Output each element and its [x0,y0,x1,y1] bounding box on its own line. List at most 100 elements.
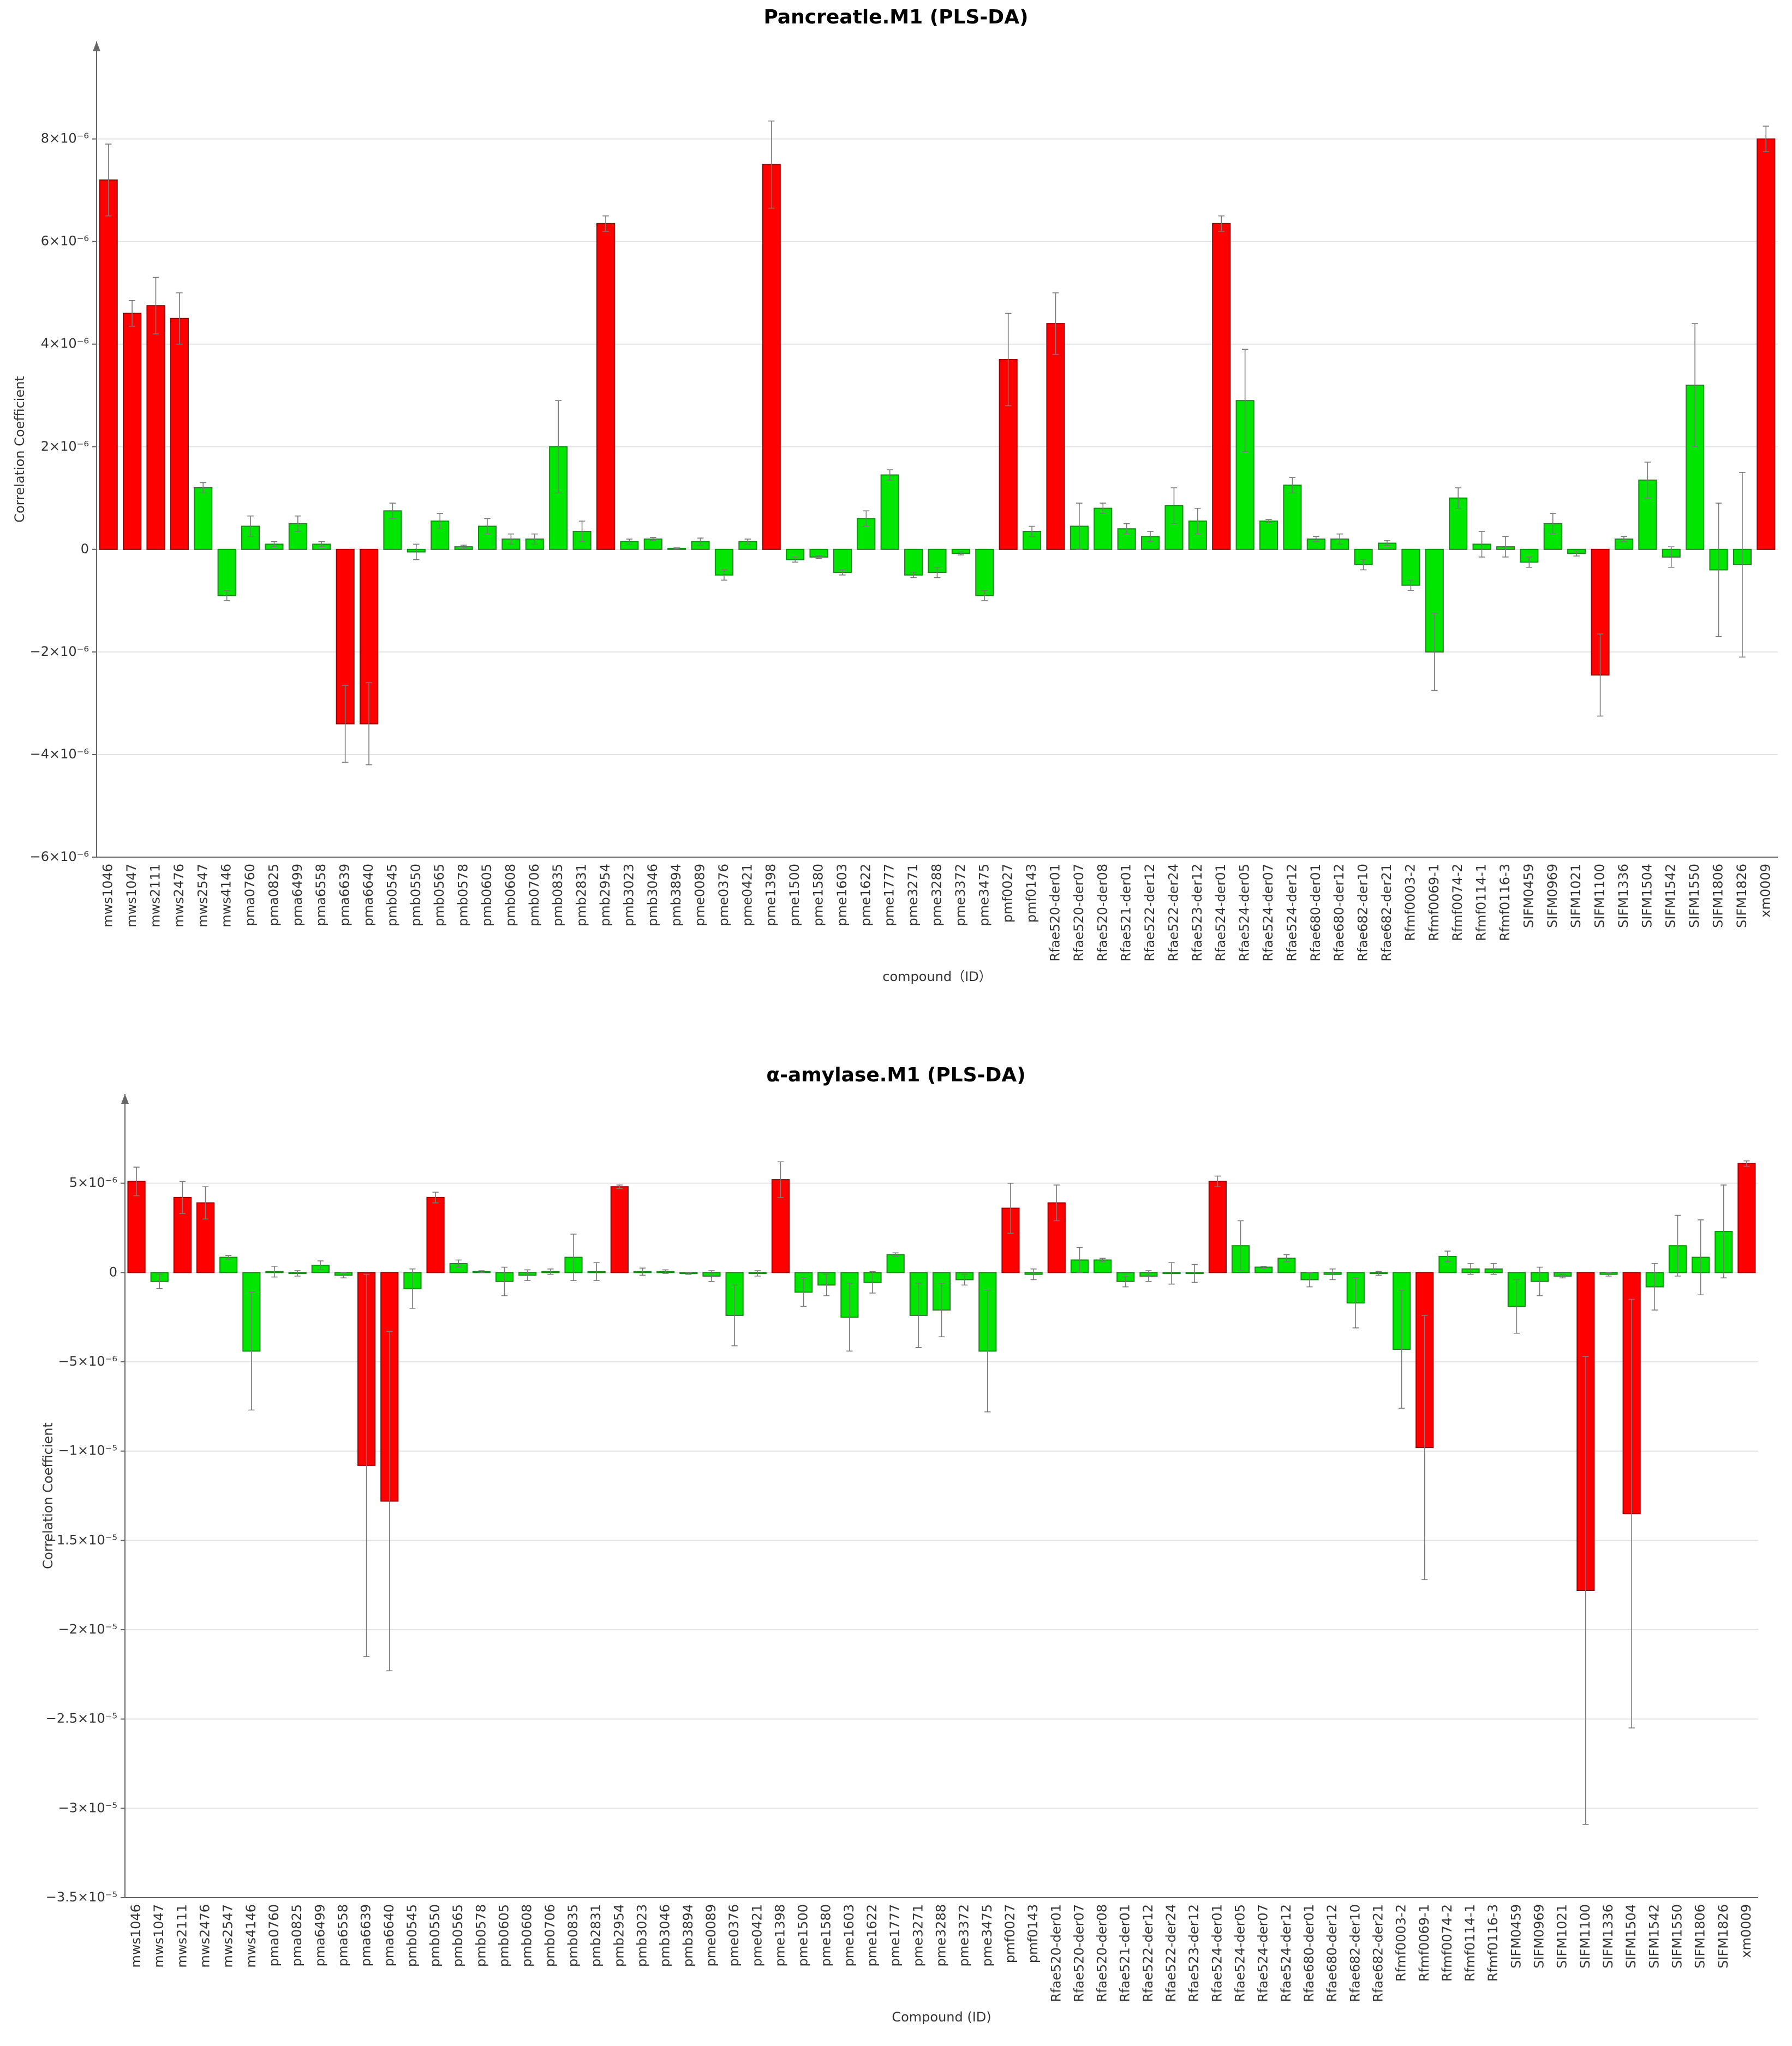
x-tick-label: Rfae520-der08 [1095,864,1110,961]
error-bar [649,537,656,541]
error-bar [1668,546,1675,568]
x-tick-label: pme3372 [957,1904,972,1966]
error-bar [915,1283,922,1348]
x-tick-label: pmf0027 [1000,864,1016,923]
x-tick-label: pma6499 [312,1904,327,1966]
x-tick-label: mws2547 [195,864,210,928]
bar [1208,1181,1227,1273]
error-bar [478,1270,485,1273]
error-bar [1100,502,1107,514]
x-tick-label: pmb0545 [404,1904,420,1967]
error-bar [1444,1251,1451,1263]
x-tick-label: SIFM1021 [1568,864,1584,928]
chart-title: α-amylase.M1 (PLS-DA) [766,1064,1025,1086]
error-bar [1122,1276,1129,1288]
x-tick-label: Rfae680-der12 [1331,864,1347,961]
error-bar [1674,1215,1681,1277]
x-tick-label: pma6558 [313,864,328,926]
error-bar [731,1284,738,1347]
error-bar [248,1291,255,1411]
x-tick-label: Rfae682-der21 [1379,864,1394,961]
bar [219,1257,238,1273]
error-bar [1329,1268,1336,1281]
error-bar [501,1266,508,1296]
x-tick-label: pmb3023 [634,1904,649,1967]
error-bar [578,521,586,542]
x-tick-label: pma0825 [289,1904,304,1966]
x-tick-label: SIFM1336 [1600,1904,1616,1969]
bar [1259,521,1279,550]
axis-arrow [121,1094,129,1104]
x-tick-label: pme1500 [796,1904,811,1966]
error-bar [455,1259,462,1268]
x-tick-label: Rfmf0074-2 [1439,1904,1455,1982]
error-bar [961,1273,968,1286]
bar [833,548,852,573]
error-bar [342,685,349,763]
error-bar [673,547,680,549]
x-tick-label: SIFM1826 [1734,864,1749,928]
bar [1401,548,1420,586]
x-tick-label: pme0089 [703,1904,719,1966]
bar [1757,138,1776,550]
x-tick-label: mws1046 [128,1904,144,1968]
x-tick-label: pma6640 [381,1904,397,1966]
error-bar [1490,1263,1497,1275]
error-bar [1597,633,1604,717]
error-bar [593,1262,600,1281]
x-tick-label: Rfae524-der12 [1284,864,1299,961]
y-tick-label: 6×10⁻⁶ [41,234,89,249]
error-bar [225,1255,232,1260]
y-tick-label: −2.5×10⁻⁵ [46,1711,117,1726]
error-bar [176,292,183,345]
error-bar [1283,1254,1290,1263]
error-bar [721,569,727,581]
error-bar [800,1277,807,1307]
error-bar [271,1266,278,1278]
x-tick-label: SIFM1336 [1616,864,1631,928]
x-tick-label: pmb0550 [427,1904,443,1967]
bar [426,1197,445,1273]
x-tick-label: mws1047 [151,1904,166,1968]
error-bar [386,1331,393,1672]
x-tick-label: pmb0835 [565,1904,581,1967]
error-bar [792,557,798,563]
error-bar [156,1273,163,1289]
x-tick-label: Rfae522-der12 [1142,864,1157,961]
x-tick-label: Rfae522-der24 [1166,864,1181,961]
x-tick-label: SIFM1504 [1623,1904,1639,1969]
error-bar [200,482,207,494]
error-bar [223,590,230,601]
x-tick-label: mws2476 [171,864,187,928]
x-tick-label: pmb0605 [497,1904,512,1967]
x-tick-label: Rfae524-der05 [1233,1904,1248,2002]
bar [146,305,165,550]
x-tick-label: pme1603 [841,1904,857,1966]
error-bar [626,539,633,545]
x-tick-label: SIFM1542 [1663,864,1678,928]
x-tick-label: pme0421 [749,1904,764,1966]
x-tick-label: Rfae682-der21 [1370,1904,1385,2002]
x-tick-label: xm0009 [1758,864,1773,918]
y-tick-label: −2×10⁻⁵ [58,1622,117,1637]
x-tick-label: SIFM1826 [1716,1904,1731,1969]
x-tick-label: mws1046 [100,864,116,928]
error-bar [1170,487,1178,524]
error-bar [152,277,159,334]
error-bar [1478,531,1485,558]
x-tick-label: Rfmf0003-2 [1402,864,1418,941]
error-bar [1560,1273,1566,1278]
error-bar [179,1181,186,1215]
bar [383,510,402,550]
x-tick-label: Rfae521-der01 [1118,1904,1133,2002]
x-tick-label: Rfae524-der12 [1279,1904,1294,2002]
x-tick-label: pmb0706 [527,864,542,926]
error-bar [484,518,491,535]
error-bar [507,533,515,545]
error-bar [602,215,609,232]
error-bar [294,1270,301,1277]
x-tick-label: pma6639 [359,1904,374,1966]
x-tick-label: pmb0545 [384,864,399,926]
